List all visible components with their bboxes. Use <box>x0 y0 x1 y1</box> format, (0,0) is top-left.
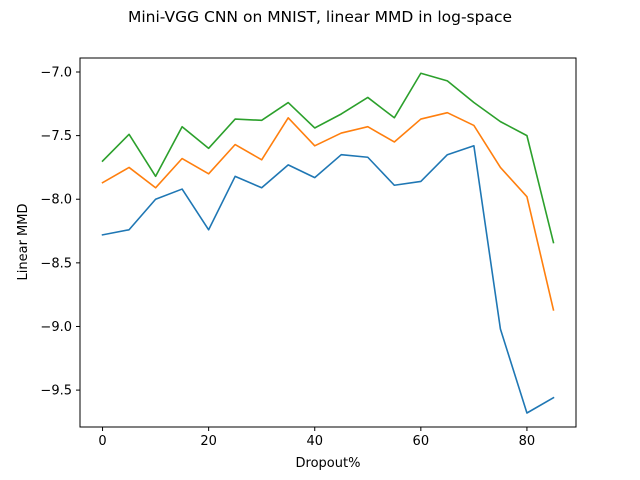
x-axis-label: Dropout% <box>296 456 361 471</box>
x-tick-label: 0 <box>98 434 106 449</box>
y-tick-label: −8.0 <box>40 193 72 208</box>
series-layer <box>101 72 555 414</box>
x-tick-label: 80 <box>519 434 536 449</box>
x-tick-label: 40 <box>306 434 323 449</box>
plot-frame <box>79 57 577 428</box>
y-tick-label: −7.5 <box>40 129 72 144</box>
chart-title: Mini-VGG CNN on MNIST, linear MMD in log… <box>128 8 512 26</box>
y-tick-label: −9.5 <box>40 384 72 399</box>
series-line-2 <box>101 111 555 311</box>
y-tick-label: −8.5 <box>40 256 72 271</box>
y-tick-label: −7.0 <box>40 65 72 80</box>
series-line-3 <box>101 72 555 244</box>
x-tick-label: 60 <box>413 434 430 449</box>
axes-layer: 0 20 40 60 80 −9.5 −9.0 −8.5 −8.0 −7.5 −7.0 <box>40 57 577 449</box>
x-tick-label: 20 <box>200 434 217 449</box>
series-line-1 <box>101 145 555 414</box>
y-tick-label: −9.0 <box>40 320 72 335</box>
y-axis-label: Linear MMD <box>16 204 31 281</box>
